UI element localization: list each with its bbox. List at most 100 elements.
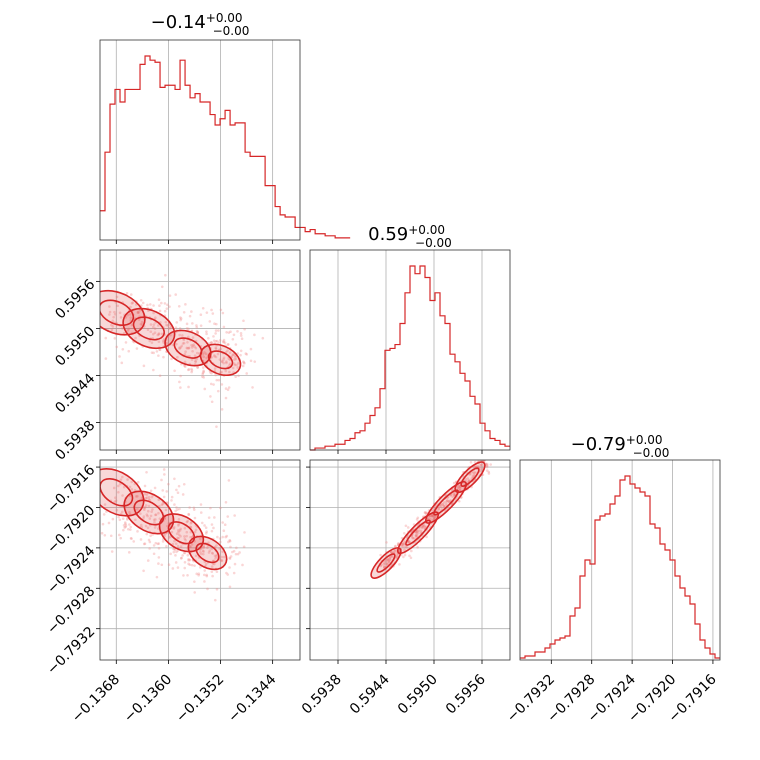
scatter-2-point (221, 550, 224, 553)
scatter-2-contour-inner (195, 542, 220, 564)
scatter-1-point (104, 336, 108, 340)
scatter-1-point (163, 302, 167, 305)
scatter-2-point (203, 569, 207, 572)
scatter-3-point (382, 561, 386, 564)
scatter-1-point (165, 342, 168, 345)
scatter-2-point (179, 545, 183, 548)
scatter-2-point (197, 573, 200, 577)
scatter-2-point (219, 506, 222, 510)
scatter-2-point (200, 552, 203, 556)
scatter-3-point (394, 544, 397, 548)
scatter-1-point (243, 361, 246, 365)
scatter-2-point (134, 518, 137, 522)
scatter-3-point (416, 530, 419, 533)
scatter-1-point (213, 367, 217, 370)
scatter-1-point (157, 324, 160, 327)
scatter-2-point (175, 532, 179, 536)
scatter-1-point (249, 359, 253, 363)
scatter-1-point (168, 305, 171, 308)
scatter-1-point (181, 334, 184, 337)
scatter-2-point (119, 512, 123, 516)
scatter-2-point (121, 494, 124, 497)
scatter-2-point (136, 530, 139, 533)
scatter-2-point (207, 551, 211, 554)
scatter-3-point (413, 537, 416, 540)
scatter-2-point (224, 535, 227, 539)
scatter-3-point (395, 556, 398, 560)
scatter-1-point (236, 362, 240, 365)
scatter-2-point (177, 533, 181, 537)
scatter-2-point (122, 524, 126, 527)
scatter-3-contour-outer (396, 511, 440, 555)
scatter-1-point (214, 339, 218, 343)
scatter-1-point (194, 346, 198, 350)
scatter-1-point (162, 355, 165, 359)
scatter-1-point (211, 312, 215, 315)
scatter-2-point (220, 559, 224, 562)
scatter-2-point (206, 587, 209, 591)
scatter-3-point (404, 545, 407, 548)
scatter-2-point (170, 495, 174, 499)
scatter-2-point (188, 558, 192, 562)
scatter-3-point (471, 474, 475, 478)
scatter-2-point (174, 561, 178, 564)
scatter-2-point (164, 508, 168, 512)
scatter-2-point (182, 574, 185, 577)
scatter-2-point (184, 538, 187, 542)
scatter-2-point (212, 526, 215, 530)
scatter-1-point (196, 331, 199, 334)
scatter-1-point (121, 347, 125, 351)
scatter-3-point (448, 500, 451, 503)
scatter-1-point (261, 336, 265, 340)
scatter-2-point (172, 547, 175, 551)
scatter-2-point (241, 563, 244, 567)
scatter-2-point (157, 556, 161, 559)
scatter-2-point (128, 511, 131, 514)
scatter-2-point (183, 566, 187, 570)
scatter-2-point (201, 549, 205, 553)
scatter-1-point (204, 352, 208, 356)
scatter-2-point (213, 598, 217, 602)
scatter-1-point (209, 382, 213, 386)
scatter-2-point (147, 538, 151, 542)
scatter-2-point (175, 550, 178, 554)
scatter-2-point (155, 575, 159, 579)
scatter-2-point (165, 544, 168, 548)
scatter-3-point (396, 542, 400, 545)
scatter-1-point (116, 304, 120, 308)
title-param-1-plus: +0.00 (206, 11, 243, 25)
scatter-2-point (218, 547, 222, 550)
scatter-1-point (104, 357, 108, 360)
scatter-2-point (210, 529, 214, 533)
scatter-3-point (411, 536, 415, 540)
scatter-1-point (216, 352, 220, 356)
scatter-3-point (389, 558, 392, 562)
title-param-3-plus: +0.00 (626, 433, 663, 447)
scatter-3-point (396, 552, 399, 556)
scatter-3-point (476, 464, 480, 468)
scatter-2-point (186, 519, 190, 523)
scatter-2-point (147, 504, 151, 508)
scatter-2-point (193, 530, 197, 534)
scatter-2-point (183, 551, 187, 555)
scatter-2-point (136, 480, 140, 484)
scatter-2-point (130, 537, 133, 540)
scatter-2-point (185, 534, 188, 538)
scatter-1-ytick-label: 0.5944 (52, 370, 98, 416)
scatter-3-point (390, 555, 394, 559)
scatter-2-point (119, 478, 123, 481)
scatter-1-contour-inner (207, 350, 234, 370)
scatter-2-point (126, 518, 129, 521)
scatter-2-point (177, 522, 181, 526)
scatter-2-point (181, 554, 184, 557)
scatter-1-point (154, 316, 157, 320)
title-param-3-minus: −0.00 (633, 446, 670, 460)
scatter-3-point (447, 500, 451, 504)
scatter-2-point (186, 573, 189, 577)
scatter-1-point (148, 303, 152, 306)
scatter-3-point (416, 546, 419, 549)
scatter-3-point (385, 559, 389, 562)
scatter-2-point (145, 496, 149, 500)
scatter-1-point (188, 314, 192, 318)
scatter-2-point (183, 535, 186, 538)
